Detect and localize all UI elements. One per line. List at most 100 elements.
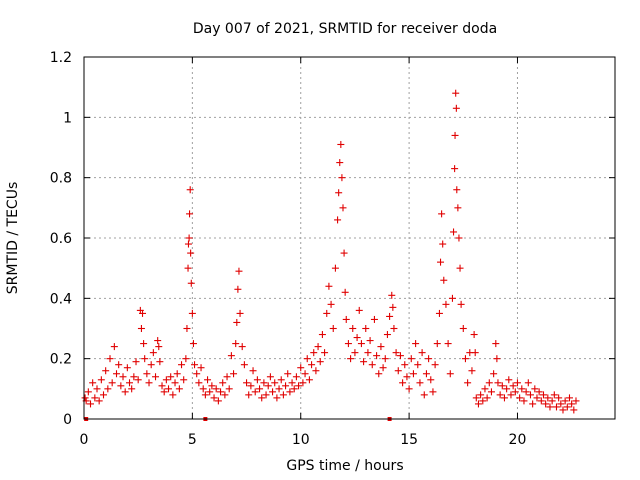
data-point bbox=[295, 382, 303, 390]
data-point bbox=[186, 186, 194, 194]
data-point bbox=[110, 343, 118, 351]
data-point bbox=[81, 394, 89, 402]
x-tick-label: 20 bbox=[509, 432, 527, 448]
data-point bbox=[256, 385, 264, 393]
data-point bbox=[555, 394, 563, 402]
data-point bbox=[552, 403, 560, 411]
data-point bbox=[165, 385, 173, 393]
data-point bbox=[97, 376, 105, 384]
x-tick-label: 0 bbox=[80, 432, 89, 448]
data-point bbox=[546, 403, 554, 411]
data-point bbox=[522, 388, 530, 396]
data-point bbox=[210, 394, 218, 402]
data-point bbox=[193, 370, 201, 378]
data-point bbox=[243, 379, 251, 387]
y-axis-label: SRMTID / TECUs bbox=[5, 182, 21, 295]
data-point bbox=[249, 367, 257, 375]
data-point bbox=[524, 379, 532, 387]
data-point bbox=[341, 288, 349, 296]
data-point bbox=[106, 355, 114, 363]
data-point bbox=[479, 397, 487, 405]
data-point bbox=[238, 343, 246, 351]
data-point bbox=[119, 373, 127, 381]
data-point bbox=[498, 382, 506, 390]
data-point bbox=[349, 325, 357, 332]
data-point bbox=[392, 349, 400, 357]
data-point bbox=[212, 385, 220, 393]
data-point bbox=[160, 388, 168, 396]
x-axis-label: GPS time / hours bbox=[286, 458, 403, 474]
data-point bbox=[493, 355, 501, 363]
data-point bbox=[264, 382, 272, 390]
x-tick-label: 15 bbox=[400, 432, 418, 448]
data-point bbox=[492, 340, 500, 348]
data-point bbox=[262, 391, 270, 399]
data-point bbox=[500, 394, 508, 402]
data-point bbox=[454, 204, 462, 212]
data-point bbox=[472, 394, 480, 402]
y-tick-labels: 0 0.2 0.4 0.6 0.8 1 1.2 bbox=[50, 50, 72, 428]
data-point bbox=[494, 379, 502, 387]
data-point bbox=[487, 388, 495, 396]
data-point bbox=[312, 367, 320, 375]
data-point bbox=[438, 210, 446, 218]
data-point bbox=[516, 394, 524, 402]
data-point bbox=[108, 379, 116, 387]
data-point bbox=[292, 373, 300, 381]
data-point bbox=[518, 385, 526, 393]
data-point bbox=[199, 385, 207, 393]
data-point bbox=[420, 391, 428, 399]
data-point bbox=[386, 312, 394, 320]
data-point bbox=[394, 367, 402, 375]
data-point bbox=[535, 388, 543, 396]
y-tick-label: 1 bbox=[63, 110, 72, 126]
data-point bbox=[559, 406, 567, 414]
data-point bbox=[251, 388, 259, 396]
data-point bbox=[91, 394, 99, 402]
data-point bbox=[121, 388, 129, 396]
y-tick-label: 0.4 bbox=[50, 291, 72, 307]
data-point bbox=[316, 358, 324, 366]
data-point bbox=[117, 382, 125, 390]
data-point bbox=[459, 325, 467, 332]
data-point bbox=[152, 373, 160, 381]
data-point bbox=[427, 376, 435, 384]
data-point bbox=[456, 264, 464, 272]
data-point bbox=[137, 325, 145, 332]
data-point bbox=[537, 397, 545, 405]
chart-title: Day 007 of 2021, SRMTID for receiver dod… bbox=[193, 21, 497, 37]
data-point bbox=[342, 315, 350, 323]
data-point bbox=[461, 355, 469, 363]
data-point bbox=[407, 355, 415, 363]
y-tick-label: 0 bbox=[63, 412, 72, 428]
data-point bbox=[323, 309, 331, 317]
data-point bbox=[162, 376, 170, 384]
data-point bbox=[416, 379, 424, 387]
data-point bbox=[403, 373, 411, 381]
data-point bbox=[188, 309, 196, 317]
data-point bbox=[301, 370, 309, 378]
data-point bbox=[240, 361, 248, 369]
data-point bbox=[396, 352, 404, 360]
data-point bbox=[184, 240, 192, 248]
data-point bbox=[271, 379, 279, 387]
data-point bbox=[381, 355, 389, 363]
data-point bbox=[375, 370, 383, 378]
data-point bbox=[167, 373, 175, 381]
data-point bbox=[340, 249, 348, 257]
data-point bbox=[339, 204, 347, 212]
data-point bbox=[439, 240, 447, 248]
data-point bbox=[201, 391, 209, 399]
data-point bbox=[414, 361, 422, 369]
data-point bbox=[217, 388, 225, 396]
data-point bbox=[87, 400, 95, 408]
data-point bbox=[379, 364, 387, 372]
data-point bbox=[156, 358, 164, 366]
data-point bbox=[457, 300, 465, 308]
data-point bbox=[204, 376, 212, 384]
data-point bbox=[126, 379, 134, 387]
data-point bbox=[531, 385, 539, 393]
data-point bbox=[143, 370, 151, 378]
data-point bbox=[147, 361, 155, 369]
data-point bbox=[169, 391, 177, 399]
